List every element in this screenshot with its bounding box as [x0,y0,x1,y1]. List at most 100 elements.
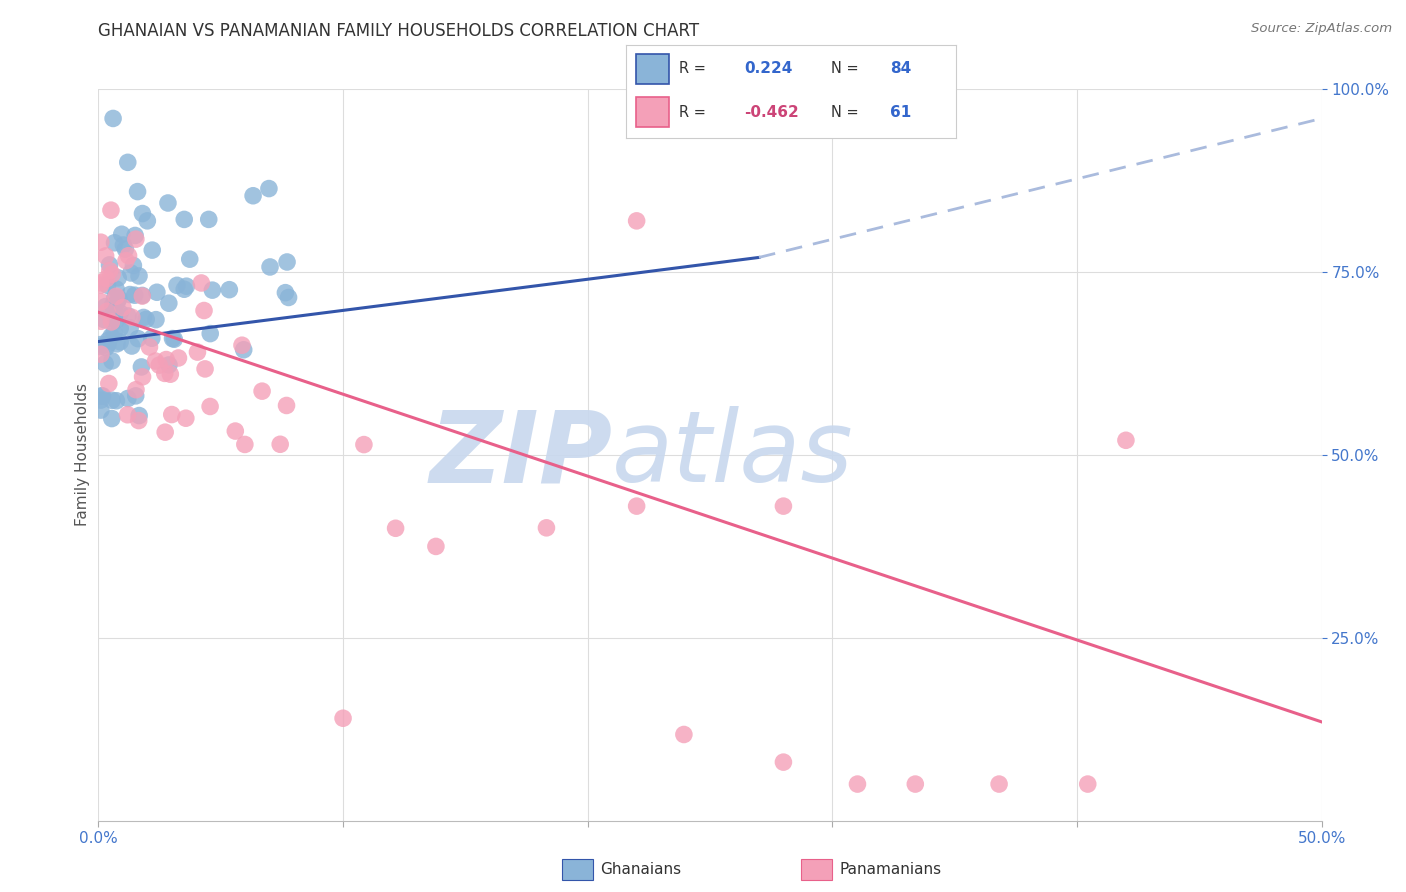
Point [127,185,149,199]
Point [94,357,117,371]
Point [988,777,1011,791]
Point [107,271,129,285]
Point [94,341,117,355]
Point [90,337,112,351]
Point [259,260,281,274]
Point [167,351,190,365]
Point [104,291,127,305]
Point [107,291,129,305]
Point [201,283,224,297]
Point [121,310,143,325]
Point [194,362,217,376]
Point [120,266,142,280]
Point [128,409,150,423]
Point [90,403,112,417]
Point [103,235,125,250]
Text: 0.224: 0.224 [745,62,793,77]
Point [277,290,299,304]
Point [146,285,169,300]
Point [135,312,157,326]
Point [193,303,215,318]
FancyBboxPatch shape [636,54,669,84]
Point [101,411,124,425]
Text: Source: ZipAtlas.com: Source: ZipAtlas.com [1251,22,1392,36]
Point [108,334,131,349]
Point [156,196,179,211]
Text: 84: 84 [890,62,911,77]
Point [114,242,136,256]
Point [131,288,153,302]
Y-axis label: Family Households: Family Households [75,384,90,526]
Point [90,235,112,250]
Point [148,358,170,372]
Point [269,437,291,451]
Point [97,333,120,347]
Point [125,232,148,246]
Text: atlas: atlas [612,407,853,503]
Text: -0.462: -0.462 [745,104,800,120]
Point [174,411,197,425]
Point [117,309,139,323]
Point [124,228,146,243]
Point [1077,777,1099,791]
Point [94,249,117,263]
Text: Panamanians: Panamanians [839,863,942,877]
Point [131,369,153,384]
Point [105,282,128,296]
Point [132,310,155,325]
Point [125,389,148,403]
Point [672,727,695,741]
Point [111,227,134,242]
Point [100,315,122,329]
Point [233,437,256,451]
Point [103,303,125,318]
Point [274,285,297,300]
Point [131,289,153,303]
Point [97,337,120,351]
Point [90,389,112,403]
Point [200,326,222,341]
Point [93,312,115,326]
Point [159,368,181,382]
Point [90,314,112,328]
Point [179,252,201,267]
Point [141,331,163,345]
Point [173,212,195,227]
Point [90,294,112,309]
Point [100,203,122,218]
Point [94,300,117,314]
Point [190,276,212,290]
Point [90,276,112,290]
FancyBboxPatch shape [636,97,669,127]
Point [103,326,125,340]
Point [107,294,129,309]
Point [162,332,184,346]
Point [98,258,121,272]
Point [91,389,114,403]
Point [160,408,183,422]
Point [118,287,141,301]
Point [90,340,112,354]
Point [127,332,149,346]
Point [224,424,246,438]
Point [186,345,208,359]
Point [138,340,160,354]
Text: N =: N = [831,62,858,77]
Text: R =: R = [679,62,706,77]
Point [90,393,112,408]
Point [124,288,146,302]
Point [232,343,254,357]
Point [155,352,177,367]
Point [846,777,869,791]
Point [131,359,153,374]
Point [353,437,375,451]
Point [117,249,139,263]
Point [242,188,264,202]
Point [198,400,221,414]
Text: GHANAIAN VS PANAMANIAN FAMILY HOUSEHOLDS CORRELATION CHART: GHANAIAN VS PANAMANIAN FAMILY HOUSEHOLDS… [98,22,700,40]
Text: N =: N = [831,104,858,120]
Point [101,267,124,281]
Point [145,354,167,368]
Point [96,304,118,318]
Point [1115,434,1137,448]
